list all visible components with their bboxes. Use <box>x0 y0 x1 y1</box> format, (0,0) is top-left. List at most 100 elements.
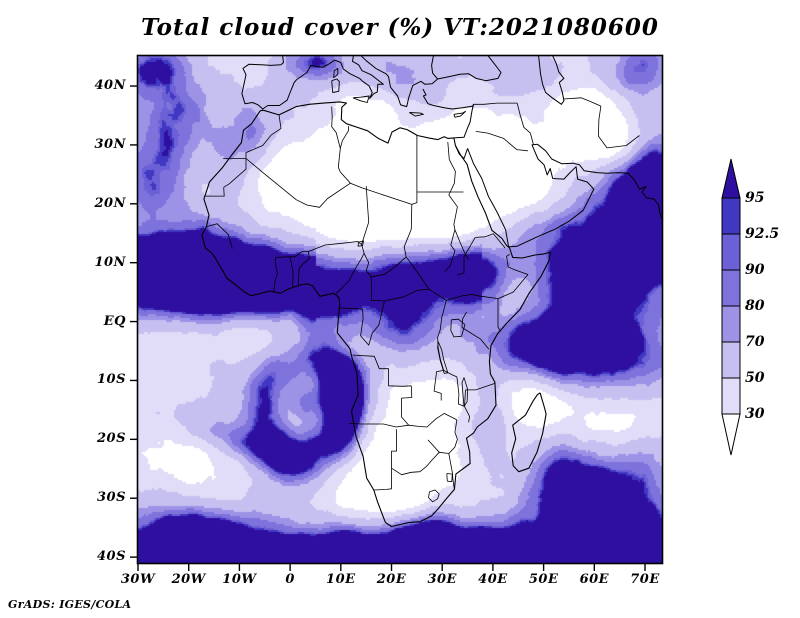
country-border <box>273 257 278 292</box>
lon-label: 60E <box>579 572 610 587</box>
europe-coastline <box>241 56 384 110</box>
country-border <box>275 251 309 258</box>
plot-title: Total cloud cover (%) VT:2021080600 <box>141 14 659 41</box>
country-border <box>461 327 490 350</box>
country-border <box>473 102 518 105</box>
colorbar-segment <box>721 197 741 235</box>
iran-india-coastline <box>537 143 662 220</box>
country-border <box>418 412 458 428</box>
country-border <box>223 158 247 188</box>
country-border <box>401 385 413 426</box>
colorbar-label: 30 <box>745 406 765 422</box>
country-border <box>456 376 465 407</box>
country-border <box>475 131 528 152</box>
country-border <box>497 254 529 299</box>
lat-label: 10N <box>94 254 126 270</box>
lon-label: 10W <box>222 572 257 587</box>
lake-outline <box>357 240 365 247</box>
colorbar-label: 90 <box>745 262 765 278</box>
lake-outline <box>450 318 466 338</box>
country-border <box>339 126 349 149</box>
lon-label: 10E <box>326 572 356 587</box>
lon-label: 30W <box>120 572 156 587</box>
colorbar-segment <box>721 305 741 343</box>
country-border <box>371 288 430 302</box>
lat-label: EQ <box>103 313 126 329</box>
country-border <box>563 97 640 149</box>
colorbar-label: 70 <box>745 334 765 350</box>
lon-label: 70E <box>630 572 660 587</box>
lat-label: 20N <box>94 195 126 211</box>
country-border <box>206 223 233 249</box>
island-coastline <box>409 112 424 117</box>
country-border <box>289 256 294 288</box>
map-frame <box>136 54 664 565</box>
cloud-cover-raster <box>138 56 662 563</box>
colorbar-label: 50 <box>745 370 765 386</box>
country-border <box>363 253 407 278</box>
country-border <box>465 383 496 391</box>
sinai-coastline <box>454 145 469 159</box>
africa-coastline <box>201 101 551 528</box>
lon-label: 50E <box>528 572 559 587</box>
lat-label: 40N <box>94 78 126 94</box>
colorbar-segment <box>721 233 741 271</box>
lon-label: 30E <box>427 572 457 587</box>
country-border <box>403 204 430 290</box>
lat-label: 30S <box>97 490 126 506</box>
colorbar-label: 92.5 <box>745 226 780 242</box>
country-border <box>428 489 440 503</box>
country-border <box>339 300 385 346</box>
madagascar-coastline <box>511 392 547 473</box>
blue-nile-river <box>454 229 469 260</box>
island-coastline <box>453 110 466 118</box>
country-border <box>433 370 444 401</box>
island-coastline <box>331 78 340 93</box>
caspian-coastline <box>538 56 565 105</box>
country-border <box>516 103 534 146</box>
arabia-coastline <box>467 143 595 248</box>
lon-label: 20W <box>171 572 206 587</box>
country-border <box>428 288 499 301</box>
country-border <box>448 419 458 454</box>
country-border <box>352 354 412 387</box>
country-border <box>443 370 458 378</box>
lon-label: 40E <box>478 572 508 587</box>
colorbar-label: 80 <box>745 298 765 314</box>
country-border <box>349 423 419 428</box>
country-border <box>427 439 440 453</box>
country-border <box>350 182 412 205</box>
country-border <box>448 453 455 490</box>
lon-label: 20E <box>376 572 407 587</box>
balkans-turkey-coastline <box>360 56 502 108</box>
lat-label: 20S <box>97 431 126 447</box>
coastline-borders-overlay <box>201 56 662 528</box>
country-border <box>203 187 225 197</box>
lat-label: 10S <box>97 372 126 388</box>
country-border <box>391 451 449 476</box>
island-coastline <box>352 95 370 103</box>
lat-label: 40S <box>97 549 126 565</box>
colorbar-top-arrow <box>721 158 741 199</box>
country-border <box>245 106 351 208</box>
lon-label: 0 <box>285 572 295 587</box>
colorbar-segment <box>721 377 741 415</box>
country-border <box>461 311 467 328</box>
country-border <box>446 473 453 483</box>
attribution-text: GrADS: IGES/COLA <box>8 598 132 611</box>
lake-outline <box>437 341 449 374</box>
colorbar-bottom-arrow <box>721 413 741 456</box>
lake-outline <box>461 377 469 407</box>
country-border <box>497 298 501 332</box>
country-border <box>297 251 310 286</box>
country-border <box>475 233 506 249</box>
country-border <box>370 276 373 301</box>
black-sea-coastline <box>431 56 438 80</box>
colorbar-label: 95 <box>745 190 765 206</box>
lat-label: 30N <box>94 136 126 152</box>
country-border <box>457 237 476 276</box>
levant-coastline <box>422 88 475 139</box>
colorbar-segment <box>721 341 741 379</box>
